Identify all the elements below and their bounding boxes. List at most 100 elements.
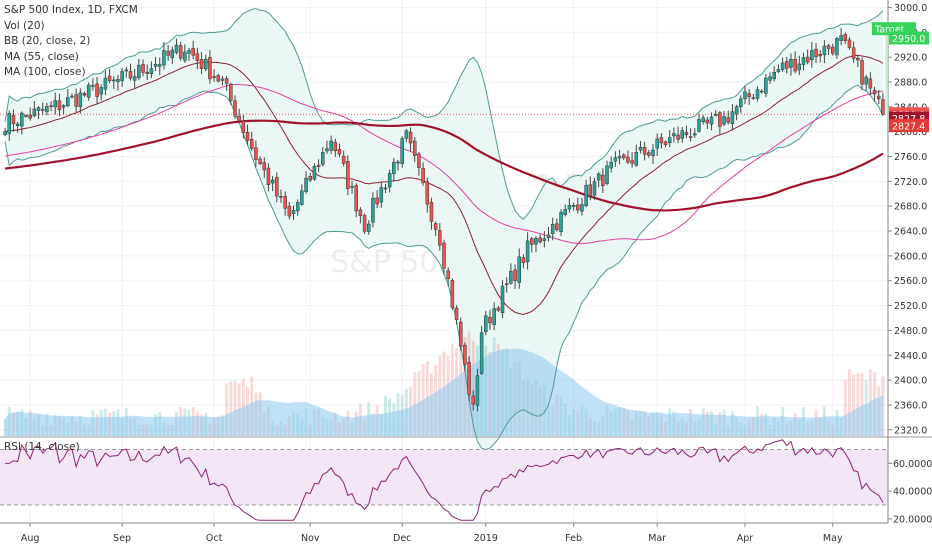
candle-body [304,177,308,192]
candle-body [580,204,584,212]
candle-body [141,64,145,73]
candle-body [881,99,885,115]
candle-body [270,179,275,184]
candle-body [203,58,208,70]
volume-bar [860,373,864,436]
legend-vol[interactable]: Vol (20) [4,19,45,32]
candle-body [124,69,129,72]
y-tick-label: 3000.0 [894,3,927,14]
candle-body [396,161,400,164]
candle-body [826,45,831,49]
candle-body [86,84,91,98]
candle-body [621,154,626,159]
candle-body [107,75,112,82]
candle-body [667,137,672,144]
candle-body [818,54,822,57]
candle-body [120,71,124,82]
candle-body [647,152,651,156]
price-tag [889,31,929,45]
candle-body [45,106,49,113]
candle-body [534,238,538,245]
candle-body [542,238,547,241]
candle-body [676,134,680,140]
volume-bar [848,368,851,436]
candle-body [195,53,200,61]
candle-body [11,115,16,125]
candle-body [438,230,442,246]
candle-body [262,162,267,171]
candle-body [417,153,421,168]
legend-symbol[interactable]: S&P 500 Index, 1D, FXCM [4,4,138,16]
candle-body [876,95,881,100]
candles[interactable] [3,28,885,412]
candle-body [116,79,120,83]
candle-body [759,90,764,93]
candle-body [601,174,605,186]
candle-body [458,321,463,347]
candle-body [375,197,379,205]
candle-body [421,168,425,183]
candle-body [57,100,62,110]
y-tick-label: 2560.0 [894,276,927,287]
target-zone [884,29,888,115]
y-tick-label: 2680.0 [894,202,927,213]
candle-body [701,117,705,122]
legend-bb[interactable]: BB (20, close, 2) [4,35,91,47]
x-tick-label: 2019 [474,533,498,544]
candle-body [183,51,187,61]
candle-body [283,196,287,209]
candle-body [362,215,367,232]
candle-body [145,71,149,74]
candle-body [634,152,639,166]
candle-body [132,76,137,81]
candle-body [734,106,739,115]
candle-body [655,138,659,149]
x-tick-label: Nov [301,533,320,544]
candle-body [559,212,563,232]
candle-body [471,395,476,405]
candle-body [789,59,793,68]
candle-body [153,63,158,67]
candle-body [400,138,404,164]
candle-body [433,223,438,230]
candle-body [295,202,300,212]
candle-body [672,133,676,137]
candle-body [112,79,116,82]
candle-body [392,161,396,175]
volume-bar [225,383,229,436]
candle-body [868,78,873,89]
candle-body [266,167,271,186]
candle-body [693,133,697,136]
x-tick-label: Sep [113,533,131,544]
candle-body [325,148,329,152]
indicator-lines [0,8,888,451]
legend-ma100[interactable]: MA (100, close) [4,66,86,78]
y-tick-label: 2440.0 [894,351,927,362]
candle-body [254,147,258,160]
candle-body [212,76,216,78]
candle-body [864,76,868,85]
y-tick-label: 2480.0 [894,326,927,337]
candle-body [839,35,843,41]
volume-bars [3,331,885,436]
rsi-pane[interactable] [0,436,932,521]
candle-body [412,140,417,156]
legend-ma55[interactable]: MA (55, close) [4,50,79,63]
candle-body [488,317,492,324]
rsi-legend[interactable]: RSI (14, close) [4,441,80,453]
candle-body [291,209,296,215]
candle-body [484,315,488,333]
candle-body [709,116,714,125]
x-tick-label: Apr [737,533,754,544]
candle-body [174,44,179,53]
candle-body [663,141,668,146]
candle-body [571,205,576,207]
candle-body [747,93,751,97]
volume-bar [856,372,860,436]
rsi-band [0,449,888,505]
candle-body [718,112,722,127]
candle-body [333,142,338,152]
